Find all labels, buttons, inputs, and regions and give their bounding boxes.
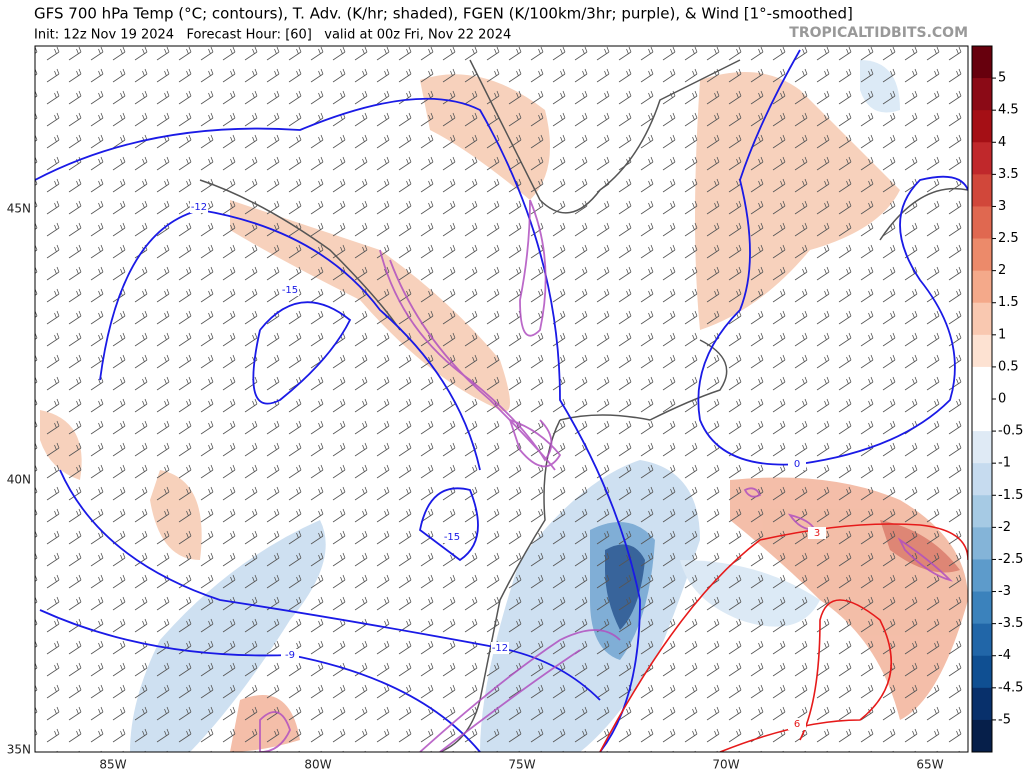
colorbar-label: 2.5 <box>998 231 1019 246</box>
plot-frame <box>34 45 969 753</box>
temperature-contours <box>35 49 968 752</box>
colorbar-swatch <box>972 495 992 528</box>
colorbar-swatch <box>972 206 992 240</box>
colorbar-swatch <box>972 142 992 175</box>
colorbar-label: 2 <box>998 263 1006 278</box>
contour-label: -9 <box>285 650 295 661</box>
lon-label: 70W <box>712 758 739 772</box>
colorbar-label: -1 <box>998 456 1011 471</box>
colorbar-swatch <box>972 527 992 560</box>
colorbar-label: 0 <box>998 392 1006 407</box>
contour-label: 3 <box>814 528 820 539</box>
colorbar-swatch <box>972 334 992 368</box>
colorbar-label: -2.5 <box>998 552 1023 567</box>
colorbar-swatch <box>972 238 992 272</box>
colorbar-label: 0.5 <box>998 359 1019 374</box>
colorbar-label: 1 <box>998 327 1006 342</box>
colorbar-label: 5 <box>998 71 1006 86</box>
colorbar-label: 3.5 <box>998 167 1019 182</box>
colorbar-label: -3 <box>998 584 1011 599</box>
colorbar-swatch <box>972 687 992 721</box>
colorbar-swatch <box>972 623 992 657</box>
contour-label-bg <box>443 531 461 543</box>
contour-label: 6 <box>794 719 800 730</box>
wind-barbs <box>35 46 968 752</box>
colorbar-swatch <box>972 431 992 464</box>
contour-label-bg <box>491 642 509 654</box>
contour-label: -15 <box>282 285 298 296</box>
contour-label-bg <box>281 284 299 296</box>
colorbar-swatch <box>972 46 992 79</box>
colorbar-swatch <box>972 559 992 593</box>
colorbar-label: 4 <box>998 135 1006 150</box>
colorbar-swatch <box>972 591 992 625</box>
colorbar-label: -4 <box>998 648 1011 663</box>
lat-label: 45N <box>7 202 31 216</box>
lat-label: 35N <box>7 743 31 757</box>
colorbar-swatch <box>972 78 992 111</box>
colorbar-label: -1.5 <box>998 488 1023 503</box>
colorbar-swatch <box>972 302 992 336</box>
contour-label-bg <box>788 718 806 730</box>
warm-contours <box>599 523 968 752</box>
colorbar-label: 4.5 <box>998 103 1019 118</box>
colorbar-swatch <box>972 366 992 400</box>
colorbar-label: -2 <box>998 520 1011 535</box>
colorbar-swatch <box>972 399 992 432</box>
colorbar-swatch <box>972 655 992 689</box>
subtitle: Init: 12z Nov 19 2024 Forecast Hour: [60… <box>34 28 511 43</box>
colorbar-label: -4.5 <box>998 680 1023 695</box>
colorbar-swatch <box>972 270 992 304</box>
colorbar-swatch <box>972 719 992 753</box>
lon-label: 65W <box>916 758 943 772</box>
colorbar-swatch <box>972 110 992 143</box>
colorbar-swatch <box>972 174 992 207</box>
contour-label-bg <box>190 201 208 213</box>
contour-label-bg <box>808 527 826 539</box>
map-area <box>35 46 968 752</box>
contour-label: -15 <box>444 532 460 543</box>
lon-label: 85W <box>99 758 126 772</box>
contour-label-bg <box>281 649 299 661</box>
colorbar-label: -0.5 <box>998 424 1023 439</box>
colorbar-label: 3 <box>998 199 1006 214</box>
coastlines <box>199 59 968 752</box>
title: GFS 700 hPa Temp (°C; contours), T. Adv.… <box>34 5 853 23</box>
contour-label: 0 <box>794 459 800 470</box>
colorbar: 5 4.5 4 3.5 3 2.5 2 1.5 1 0.5 0 -0.5 -1 -1.5 -2 -2.5 -3 -… <box>971 45 1023 753</box>
contour-label: -12 <box>191 202 207 213</box>
colorbar-label: 1.5 <box>998 295 1019 310</box>
colorbar-label: -3.5 <box>998 616 1023 631</box>
contour-label-bg <box>788 458 806 470</box>
lon-label: 80W <box>304 758 331 772</box>
lon-label: 75W <box>508 758 535 772</box>
contour-label: -12 <box>492 643 508 654</box>
lat-label: 40N <box>7 473 31 487</box>
credit: TROPICALTIDBITS.COM <box>789 25 968 41</box>
colorbar-label: -5 <box>998 712 1011 727</box>
frontogenesis <box>259 199 953 752</box>
colorbar-swatch <box>972 463 992 496</box>
